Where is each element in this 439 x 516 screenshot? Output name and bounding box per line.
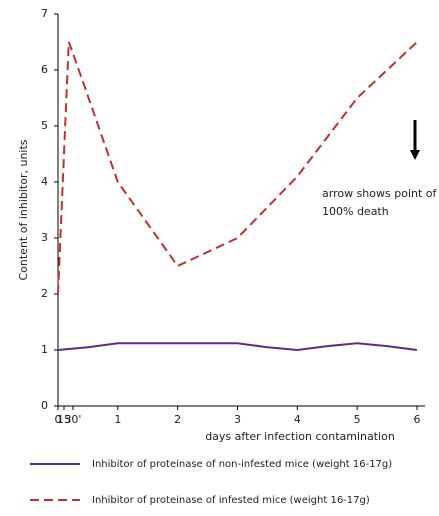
y-tick-label: 4	[41, 175, 48, 188]
x-tick-label: 3	[234, 413, 241, 426]
x-tick-label: 5	[354, 413, 361, 426]
x-tick-label: 0	[55, 413, 62, 426]
y-tick-label: 0	[41, 399, 48, 412]
arrow-head	[410, 150, 420, 160]
x-tick-label: 6	[414, 413, 421, 426]
x-tick-label: 15	[57, 413, 71, 426]
legend-label: Inhibitor of proteinase of infested mice…	[92, 495, 370, 506]
y-tick-label: 2	[41, 287, 48, 300]
y-axis-label: Content of inhibitor, units	[17, 139, 30, 280]
y-tick-label: 3	[41, 231, 48, 244]
y-tick-label: 6	[41, 63, 48, 76]
x-tick-label: 30'	[64, 413, 81, 426]
y-tick-label: 1	[41, 343, 48, 356]
x-tick-label: 4	[294, 413, 301, 426]
x-tick-label: 2	[174, 413, 181, 426]
annotation: arrow shows point of	[322, 187, 438, 200]
legend-label: Inhibitor of proteinase of non-infested …	[92, 459, 392, 470]
annotation: 100% death	[322, 205, 389, 218]
line	[57, 342, 418, 352]
x-tick-label: 1	[114, 413, 121, 426]
x-axis-label: days after infection contamination	[205, 430, 395, 443]
y-tick-label: 7	[41, 7, 48, 20]
line	[57, 41, 418, 295]
y-tick-label: 5	[41, 119, 48, 132]
